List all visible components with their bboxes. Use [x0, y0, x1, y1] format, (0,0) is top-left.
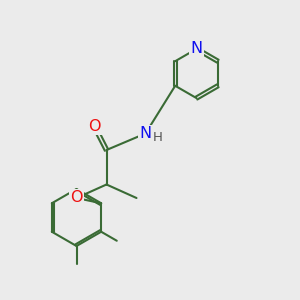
Text: O: O [88, 119, 101, 134]
Text: O: O [70, 190, 83, 206]
Text: N: N [140, 126, 152, 141]
Text: H: H [153, 130, 163, 144]
Text: N: N [190, 41, 202, 56]
